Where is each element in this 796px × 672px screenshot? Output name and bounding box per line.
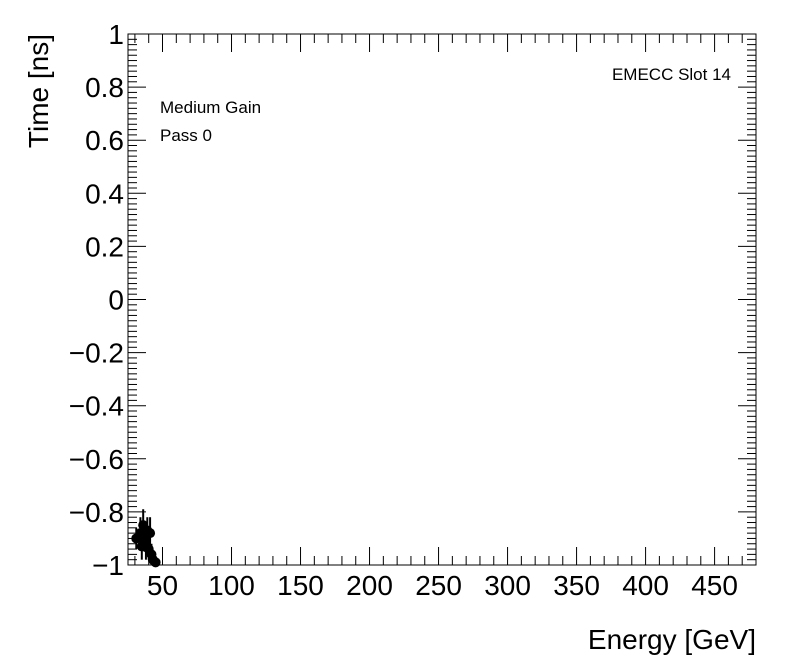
y-axis-tick-labels: −1 −0.8 −0.6 −0.4 −0.2 0 0.2 0.4 0.6 0.8 1 (69, 19, 124, 581)
y-axis-ticks (128, 33, 756, 566)
y-tick-label: −0.6 (69, 444, 124, 475)
x-tick-label: 50 (147, 570, 178, 601)
y-tick-label: −0.2 (69, 338, 124, 369)
annotation-pass: Pass 0 (160, 126, 212, 145)
x-tick-label: 350 (553, 570, 600, 601)
x-tick-label: 200 (346, 570, 393, 601)
y-tick-label: −1 (92, 550, 124, 581)
data-points (131, 509, 161, 568)
annotation-gain: Medium Gain (160, 98, 261, 117)
data-point (150, 557, 161, 568)
x-axis-tick-labels: 50 100 150 200 250 300 350 400 450 (147, 570, 738, 601)
x-tick-label: 250 (415, 570, 462, 601)
y-tick-label: 1 (108, 19, 124, 50)
data-point (145, 528, 156, 539)
x-tick-label: 400 (622, 570, 669, 601)
y-tick-label: 0.4 (85, 178, 124, 209)
x-tick-label: 450 (691, 570, 738, 601)
y-tick-label: 0.8 (85, 72, 124, 103)
x-tick-label: 300 (484, 570, 531, 601)
y-tick-label: −0.4 (69, 391, 124, 422)
x-tick-label: 150 (277, 570, 324, 601)
y-tick-label: 0 (108, 285, 124, 316)
y-axis-title: Time [ns] (23, 34, 54, 148)
x-tick-label: 100 (208, 570, 255, 601)
y-tick-label: 0.6 (85, 125, 124, 156)
y-tick-label: 0.2 (85, 231, 124, 262)
x-axis-title: Energy [GeV] (588, 624, 756, 655)
annotation-slot: EMECC Slot 14 (612, 65, 731, 84)
y-tick-label: −0.8 (69, 497, 124, 528)
x-axis-ticks (134, 34, 757, 565)
